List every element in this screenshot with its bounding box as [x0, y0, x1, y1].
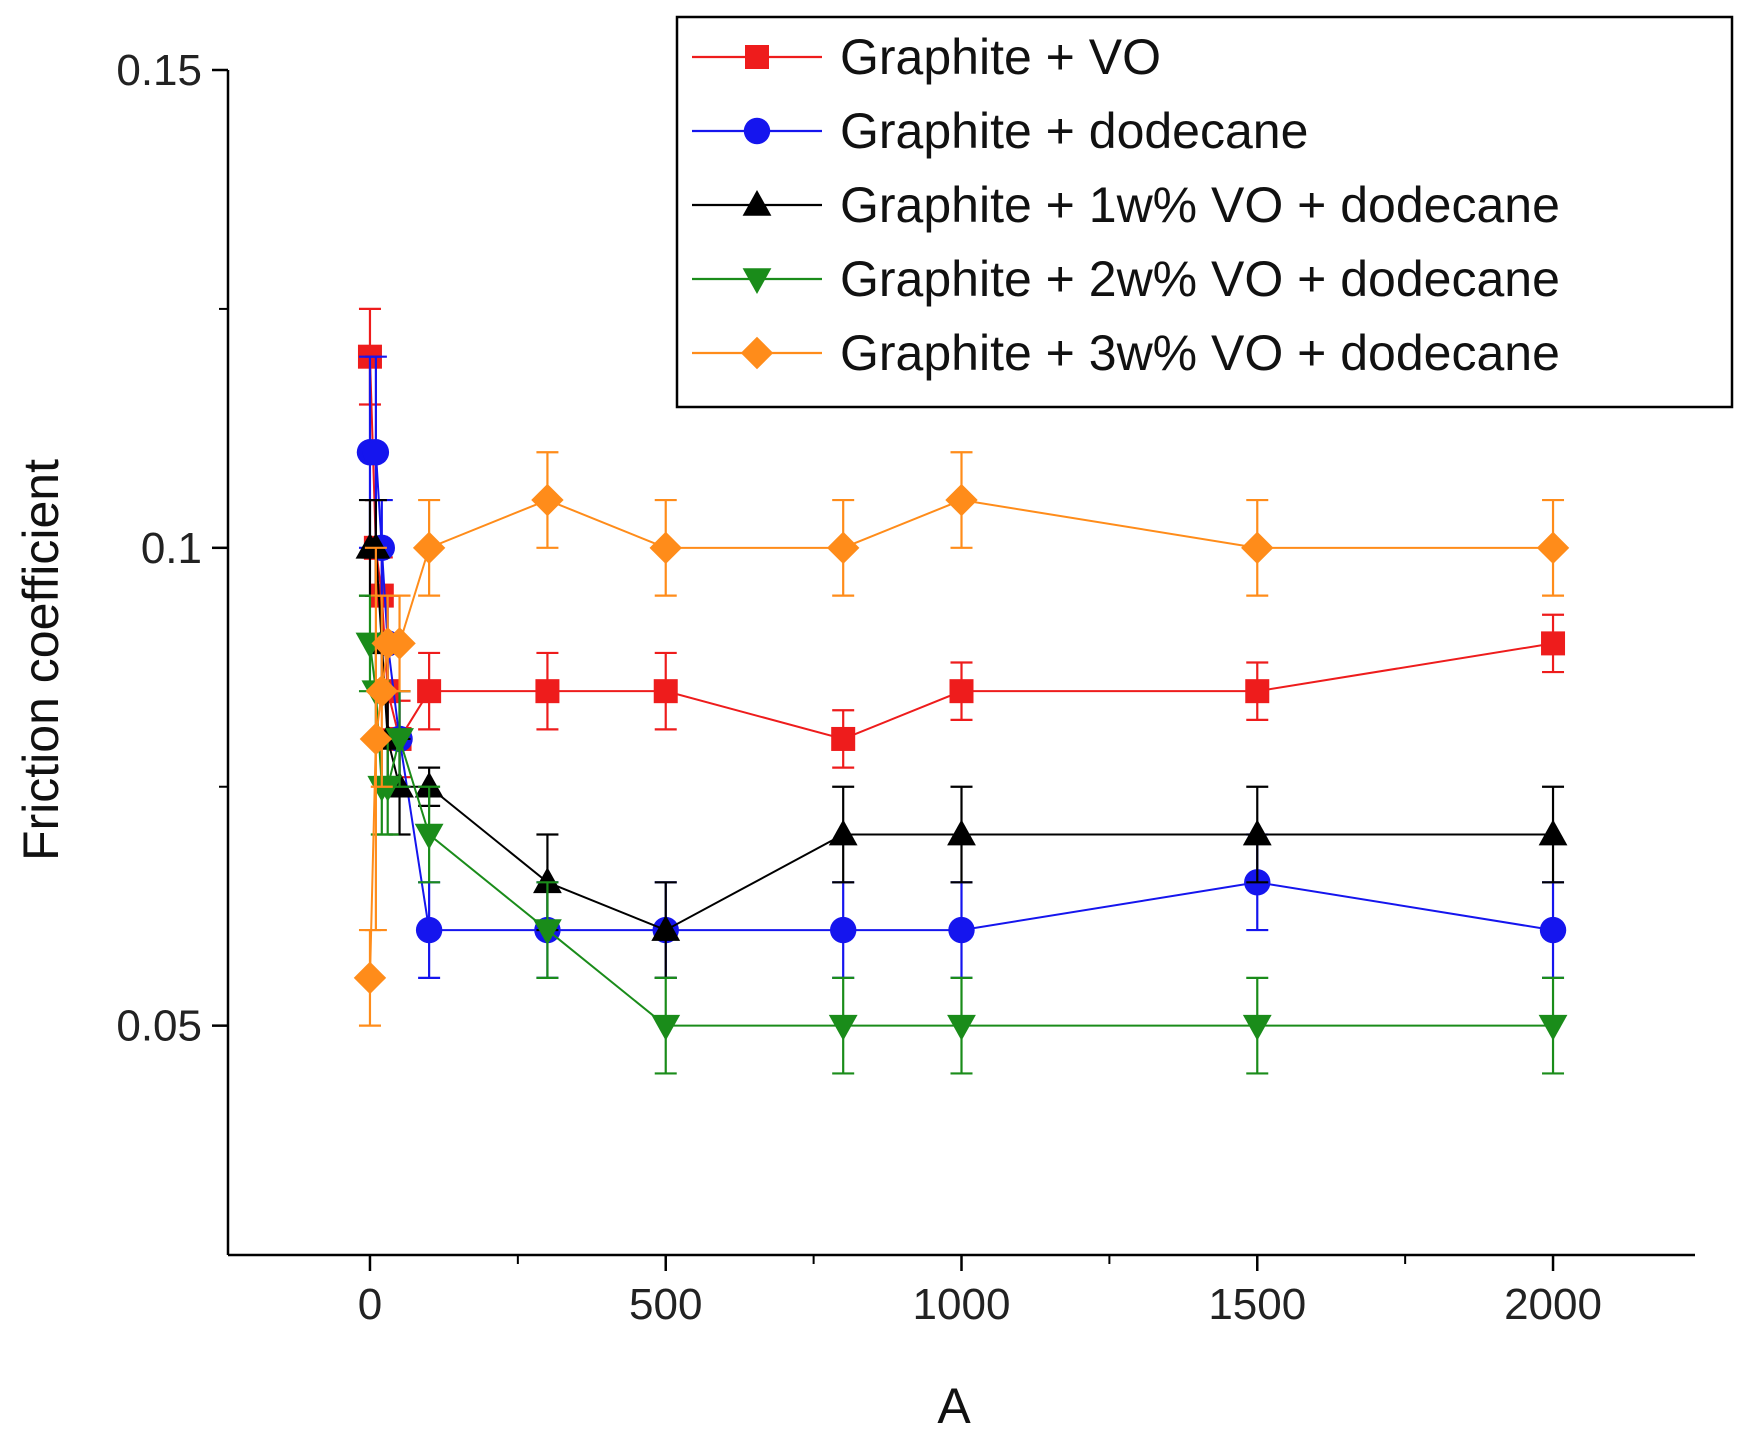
- data-point: [1241, 531, 1274, 565]
- x-axis-title: A: [937, 1378, 971, 1434]
- data-point: [362, 439, 390, 466]
- data-point: [353, 961, 387, 995]
- data-point: [1242, 1014, 1272, 1041]
- x-tick-label: 1500: [1208, 1280, 1306, 1329]
- legend-entry-3: Graphite + 1w% VO + dodecane: [692, 177, 1560, 233]
- plot-area: [353, 307, 1570, 1075]
- data-point: [831, 726, 856, 751]
- data-point: [949, 679, 974, 704]
- data-point: [414, 771, 444, 798]
- data-point: [1541, 631, 1566, 656]
- data-point: [359, 722, 393, 756]
- data-point: [947, 819, 976, 846]
- axes: 0.05 0.1 0.15 0 500 1000 1500 2000: [116, 46, 1695, 1329]
- data-point: [533, 919, 562, 946]
- series-5: [353, 451, 1570, 1027]
- y-tick-label: 0.05: [116, 1002, 202, 1051]
- data-point: [653, 679, 678, 704]
- data-point: [649, 531, 682, 565]
- legend-marker: [742, 268, 772, 294]
- data-point: [1538, 1014, 1568, 1041]
- data-point: [385, 728, 414, 754]
- data-point: [651, 915, 681, 941]
- data-point: [948, 916, 975, 944]
- data-point: [826, 531, 860, 565]
- data-point: [1539, 916, 1567, 944]
- legend-entry-2: Graphite + dodecane: [692, 103, 1308, 159]
- data-point: [945, 483, 978, 517]
- legend-marker: [742, 190, 772, 216]
- legend-label: Graphite + 2w% VO + dodecane: [840, 251, 1560, 307]
- legend-label: Graphite + dodecane: [840, 103, 1308, 159]
- x-tick-label: 2000: [1504, 1280, 1602, 1329]
- legend-entry-1: Graphite + VO: [692, 29, 1161, 85]
- legend-label: Graphite + VO: [840, 29, 1161, 85]
- legend-label: Graphite + 3w% VO + dodecane: [840, 325, 1560, 381]
- y-tick-label: 0.15: [116, 46, 202, 95]
- y-axis-title: Friction coefficient: [13, 459, 69, 861]
- legend-marker: [745, 45, 769, 69]
- data-point: [373, 775, 403, 802]
- data-point: [415, 916, 443, 944]
- data-point: [412, 531, 446, 565]
- data-point: [828, 819, 858, 846]
- legend-marker: [743, 117, 771, 145]
- data-point: [1538, 819, 1568, 846]
- legend-entry-5: Graphite + 3w% VO + dodecane: [692, 325, 1560, 381]
- legend-label: Graphite + 1w% VO + dodecane: [840, 177, 1560, 233]
- data-point: [531, 483, 564, 517]
- x-tick-label: 500: [629, 1280, 702, 1329]
- data-point: [651, 1014, 681, 1041]
- data-point: [361, 532, 391, 559]
- data-point: [535, 679, 560, 704]
- data-point: [414, 823, 444, 850]
- data-point: [383, 627, 416, 660]
- x-tick-label: 0: [358, 1280, 382, 1329]
- legend-box: [675, 15, 1734, 409]
- x-tick-label: 1000: [913, 1280, 1011, 1329]
- data-point: [533, 867, 562, 894]
- y-tick-label: 0.1: [141, 524, 202, 573]
- data-point: [829, 916, 857, 944]
- data-point: [1536, 531, 1570, 565]
- legend-marker: [740, 336, 774, 370]
- legend-entry-4: Graphite + 2w% VO + dodecane: [692, 251, 1560, 307]
- data-point: [1245, 679, 1270, 704]
- data-point: [417, 679, 442, 704]
- data-point: [828, 1014, 858, 1041]
- data-point: [1242, 819, 1272, 846]
- data-point: [947, 1014, 976, 1041]
- legend: Graphite + VO Graphite + dodecane Graphite…: [675, 15, 1734, 409]
